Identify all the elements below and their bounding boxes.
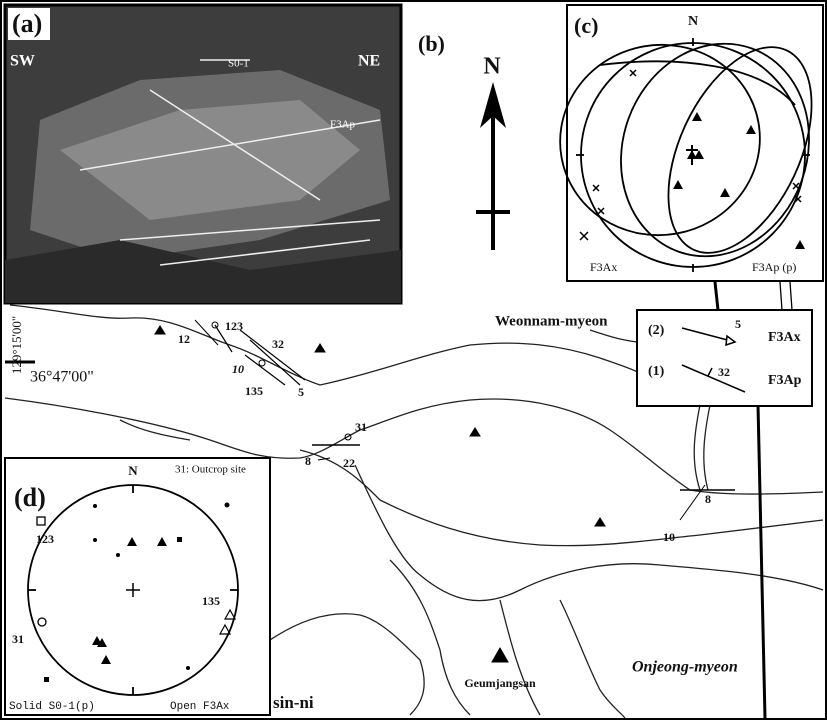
map-circle bbox=[186, 666, 190, 670]
figure: Weonnam-myeon Geumjangsan Onjeong-myeon … bbox=[0, 0, 827, 720]
legend-dip: 32 bbox=[718, 365, 730, 379]
photo-panel bbox=[5, 5, 401, 303]
panel-label: (d) bbox=[14, 483, 46, 512]
map-rect bbox=[44, 677, 49, 682]
north-label: N bbox=[483, 54, 501, 80]
site-label: 22 bbox=[343, 456, 355, 470]
legend-dip: 5 bbox=[735, 317, 741, 331]
map-circle bbox=[225, 503, 230, 508]
panel-label: (a) bbox=[12, 9, 42, 38]
map-rect bbox=[177, 537, 182, 542]
latitude-label: 36°47'00" bbox=[30, 369, 94, 386]
legend-label: F3Ax bbox=[590, 260, 617, 274]
legend-number: (2) bbox=[648, 323, 665, 338]
map-circle bbox=[93, 504, 97, 508]
place-label: Geumjangsan bbox=[464, 676, 536, 690]
photo-label: SW bbox=[10, 53, 35, 70]
longitude-label: 129°15'00" bbox=[9, 316, 24, 374]
stereonet-c bbox=[545, 5, 827, 283]
site-label: 8 bbox=[705, 492, 711, 506]
place-label: Weonnam-myeon bbox=[495, 313, 608, 329]
map-rect bbox=[567, 5, 823, 281]
site-label: 12 bbox=[178, 332, 190, 346]
site-label: 32 bbox=[272, 337, 284, 351]
site-label: 123 bbox=[36, 532, 54, 546]
photo-label: F3Ap bbox=[330, 119, 356, 131]
site-label: 10 bbox=[663, 530, 675, 544]
site-note: 31: Outcrop site bbox=[175, 464, 246, 476]
photo-label: S0-1 bbox=[228, 58, 249, 70]
legend-number: (1) bbox=[648, 364, 665, 379]
panel-label: (c) bbox=[574, 13, 598, 38]
page: Geological map figure body { margin: 0; … bbox=[0, 0, 827, 720]
page-body: {"panel_a": {"label": "(a)", "sw": "SW",… bbox=[0, 0, 827, 720]
site-label: 8 bbox=[305, 454, 311, 468]
legend-label: F3Ap bbox=[768, 373, 802, 388]
north-label: N bbox=[688, 14, 698, 29]
site-label: 135 bbox=[202, 594, 220, 608]
panel-label: (b) bbox=[418, 31, 445, 56]
place-label: sin-ni bbox=[273, 693, 314, 712]
site-label: 31 bbox=[355, 420, 367, 434]
map-circle bbox=[116, 553, 120, 557]
place-label: Onjeong-myeon bbox=[632, 659, 738, 676]
photo-label: NE bbox=[358, 53, 380, 70]
map-circle bbox=[93, 538, 97, 542]
north-label: N bbox=[128, 463, 138, 478]
legend-label: F3Ap (p) bbox=[752, 260, 796, 274]
site-label: 5 bbox=[298, 385, 304, 399]
legend-label: Solid S0-1(p) bbox=[9, 701, 95, 713]
site-label: 135 bbox=[245, 384, 263, 398]
legend-label: Open F3Ax bbox=[170, 701, 230, 713]
site-label: 123 bbox=[225, 319, 243, 333]
site-label: 31 bbox=[12, 632, 24, 646]
legend-label: F3Ax bbox=[768, 330, 801, 345]
site-label: 10 bbox=[232, 362, 244, 376]
